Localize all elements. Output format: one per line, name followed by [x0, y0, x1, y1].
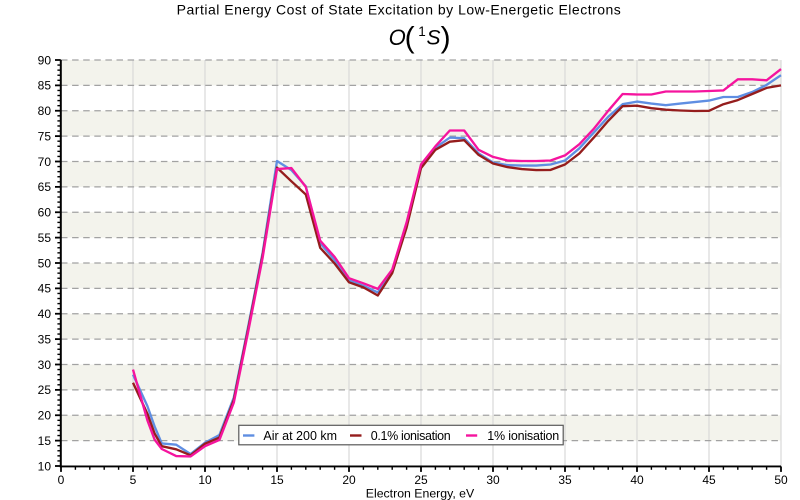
svg-text:90: 90: [38, 53, 52, 67]
svg-text:50: 50: [774, 473, 788, 487]
svg-text:(: (: [405, 21, 415, 54]
svg-text:1: 1: [418, 24, 426, 39]
svg-text:40: 40: [630, 473, 644, 487]
svg-text:20: 20: [38, 409, 52, 423]
svg-text:55: 55: [38, 231, 52, 245]
svg-text:Partial Energy Cost of State E: Partial Energy Cost of State Excitation …: [177, 2, 622, 18]
svg-text:15: 15: [38, 434, 52, 448]
svg-text:30: 30: [38, 358, 52, 372]
svg-text:65: 65: [38, 180, 52, 194]
svg-text:75: 75: [38, 129, 52, 143]
svg-text:20: 20: [342, 473, 356, 487]
svg-text:70: 70: [38, 155, 52, 169]
svg-text:40: 40: [38, 307, 52, 321]
svg-text:35: 35: [558, 473, 572, 487]
svg-text:45: 45: [38, 282, 52, 296]
svg-text:30: 30: [486, 473, 500, 487]
svg-text:1% ionisation: 1% ionisation: [487, 429, 559, 443]
svg-text:35: 35: [38, 332, 52, 346]
svg-text:45: 45: [702, 473, 716, 487]
svg-text:0: 0: [58, 473, 65, 487]
svg-text:): ): [441, 21, 451, 54]
svg-text:85: 85: [38, 79, 52, 93]
svg-text:10: 10: [198, 473, 212, 487]
svg-text:25: 25: [38, 383, 52, 397]
svg-text:25: 25: [414, 473, 428, 487]
svg-text:Air at 200 km: Air at 200 km: [263, 429, 337, 443]
svg-text:80: 80: [38, 104, 52, 118]
svg-text:15: 15: [270, 473, 284, 487]
svg-text:O: O: [389, 25, 406, 50]
svg-text:S: S: [427, 27, 441, 50]
svg-text:10: 10: [38, 459, 52, 473]
svg-text:5: 5: [130, 473, 137, 487]
svg-text:50: 50: [38, 256, 52, 270]
svg-text:60: 60: [38, 206, 52, 220]
svg-text:Electron Energy, eV: Electron Energy, eV: [366, 487, 475, 500]
svg-text:0.1% ionisation: 0.1% ionisation: [371, 429, 451, 443]
